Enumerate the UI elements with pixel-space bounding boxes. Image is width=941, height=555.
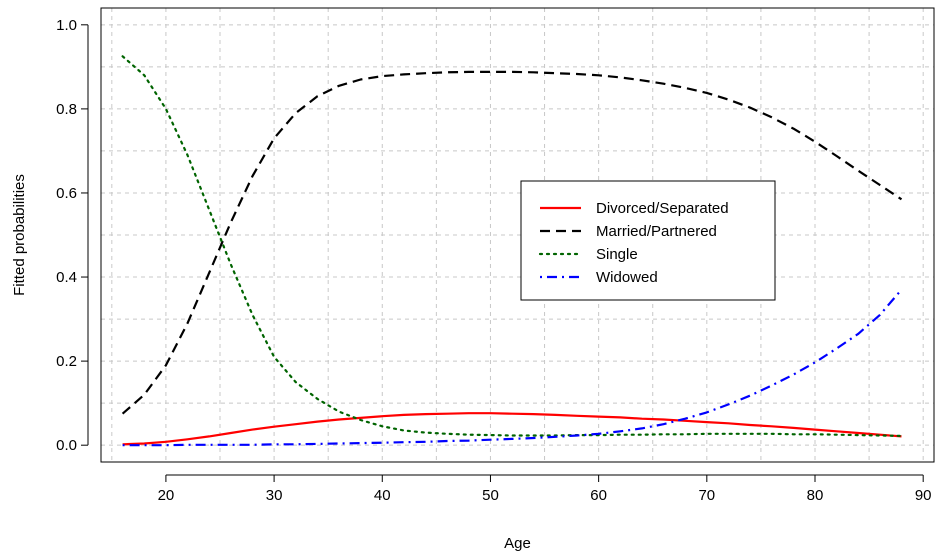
- x-tick-label: 40: [374, 487, 391, 504]
- y-tick-label: 0.4: [56, 269, 77, 286]
- legend-label: Single: [596, 246, 638, 263]
- x-tick-label: 50: [482, 487, 499, 504]
- x-axis-title: Age: [504, 535, 531, 552]
- legend-label: Widowed: [596, 269, 658, 286]
- y-tick-label: 0.8: [56, 101, 77, 118]
- x-tick-label: 80: [807, 487, 824, 504]
- legend-label: Married/Partnered: [596, 223, 717, 240]
- series-layer: [121, 55, 903, 447]
- y-tick-label: 0.6: [56, 185, 77, 202]
- series-line-single: [121, 55, 903, 437]
- x-tick-label: 60: [590, 487, 607, 504]
- series-line-married-partnered: [121, 70, 903, 415]
- y-axis-title: Fitted probabilities: [11, 174, 28, 296]
- series-line-divorced-separated: [122, 412, 902, 446]
- axes: 20 30 40 50 60 70 80 90 0.0 0.2 0.4 0.6 0.8 1.0: [56, 17, 931, 504]
- x-tick-label: 30: [266, 487, 283, 504]
- y-tick-label: 0.2: [56, 353, 77, 370]
- legend-label: Divorced/Separated: [596, 200, 729, 217]
- x-tick-label: 90: [915, 487, 932, 504]
- y-tick-label: 1.0: [56, 17, 77, 34]
- legend: Divorced/Separated Married/Partnered Singl…: [520, 180, 776, 301]
- y-tick-label: 0.0: [56, 437, 77, 454]
- legend-box: [520, 180, 776, 301]
- x-tick-label: 70: [698, 487, 715, 504]
- plot-frame: [100, 7, 935, 463]
- x-tick-label: 20: [158, 487, 175, 504]
- series-line-widowed: [122, 288, 903, 447]
